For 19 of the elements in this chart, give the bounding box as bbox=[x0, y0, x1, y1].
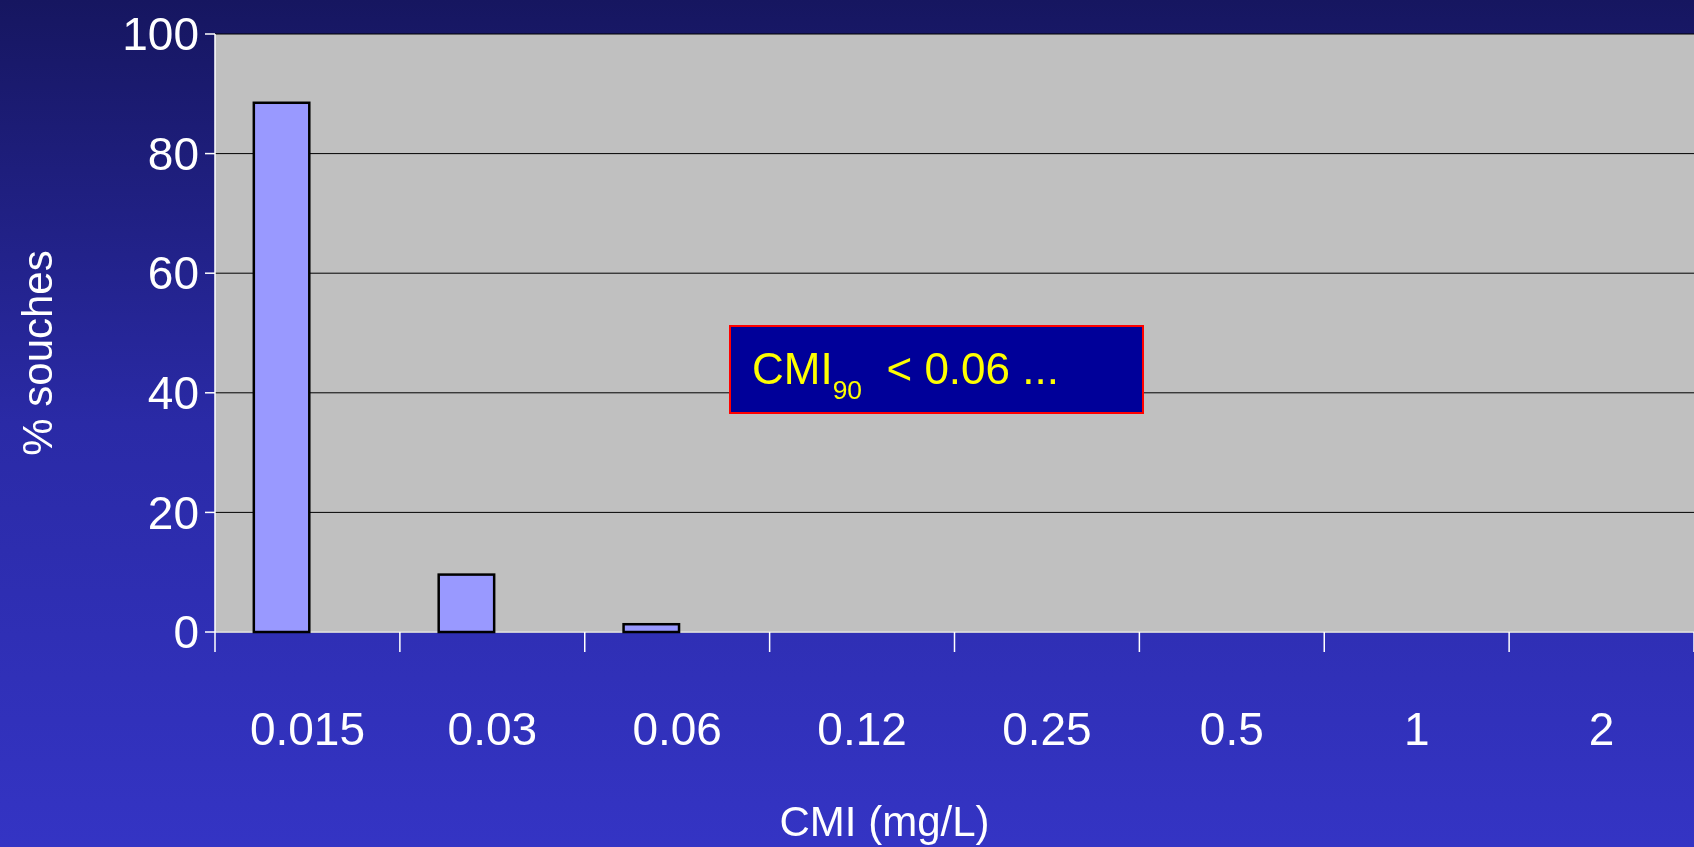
y-axis-title: % souches bbox=[14, 250, 61, 456]
y-tick-label: 0 bbox=[173, 606, 199, 659]
x-tick-label: 0.5 bbox=[1199, 703, 1264, 755]
y-tick-label: 100 bbox=[122, 8, 199, 61]
bar bbox=[437, 573, 496, 634]
x-tick-label: 0.06 bbox=[632, 703, 722, 755]
y-tick-label: 40 bbox=[147, 366, 199, 419]
annotation: CMI$_{90}$ < 0.06 ... bbox=[752, 344, 1059, 405]
y-tick-label: 20 bbox=[147, 486, 199, 539]
x-tick-label: 0.25 bbox=[1002, 703, 1092, 755]
x-tick-label: 0.03 bbox=[447, 703, 538, 755]
y-tick-label: 60 bbox=[147, 247, 199, 300]
x-tick-label: 1 bbox=[1403, 703, 1430, 755]
x-tick-label: 0.015 bbox=[249, 703, 365, 755]
x-axis-title: CMI (mg/L) bbox=[779, 798, 990, 845]
x-tick-label: 2 bbox=[1588, 703, 1615, 755]
x-tick-label: 0.12 bbox=[817, 703, 907, 755]
bar bbox=[622, 622, 681, 634]
y-tick-label: 80 bbox=[147, 127, 199, 180]
